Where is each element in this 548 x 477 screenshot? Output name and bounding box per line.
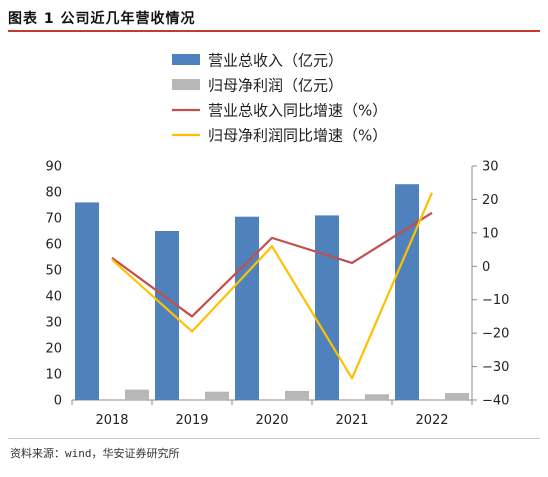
bar-net-profit — [205, 391, 229, 400]
legend-label: 营业总收入同比增速（%） — [208, 102, 387, 120]
bar-revenue — [315, 215, 339, 400]
bar-net-profit — [445, 392, 469, 400]
x-tick-label: 2022 — [415, 413, 448, 428]
y-right-tick-label: −40 — [482, 394, 509, 409]
bar-revenue — [75, 202, 99, 400]
y-left-tick-label: 10 — [45, 368, 62, 383]
y-left-tick-label: 70 — [45, 212, 62, 227]
y-right-tick-label: 20 — [482, 193, 499, 208]
line-series — [111, 192, 434, 380]
x-axis: 2018 2019 2020 2021 2022 — [71, 399, 473, 428]
source-rule — [8, 438, 540, 439]
y-left-tick-label: 0 — [54, 394, 62, 409]
y-left-tick-label: 90 — [45, 160, 62, 175]
y-left-tick-label: 50 — [45, 264, 62, 279]
y-right-tick-label: 30 — [482, 160, 499, 175]
bar-series — [75, 184, 469, 400]
x-tick-label: 2021 — [335, 413, 368, 428]
x-tick-label: 2020 — [255, 413, 288, 428]
legend-label: 营业总收入（亿元） — [208, 52, 343, 70]
legend: 营业总收入（亿元） 归母净利润（亿元） 营业总收入同比增速（%） 归母净利润同比增速（… — [172, 52, 387, 145]
bar-net-profit — [285, 390, 309, 400]
source-note: 资料来源：wind，华安证券研究所 — [10, 447, 180, 460]
chart: 营业总收入（亿元） 归母净利润（亿元） 营业总收入同比增速（%） 归母净利润同比增速（… — [45, 52, 509, 429]
figure-title: 图表 1 公司近几年营收情况 — [8, 11, 196, 27]
y-right-tick-label: −20 — [482, 327, 509, 342]
legend-label: 归母净利润同比增速（%） — [208, 127, 387, 145]
y-left-tick-label: 30 — [45, 316, 62, 331]
y-left-tick-label: 80 — [45, 186, 62, 201]
x-tick-label: 2018 — [95, 413, 128, 428]
y-left-tick-label: 40 — [45, 290, 62, 305]
y-right-tick-label: −30 — [482, 360, 509, 375]
y-left-tick-label: 60 — [45, 238, 62, 253]
y-right-tick-label: −10 — [482, 293, 509, 308]
x-tick-label: 2019 — [175, 413, 208, 428]
y-axis-right: −40 −30 −20 −10 0 10 20 30 — [471, 160, 509, 409]
legend-swatch — [172, 79, 200, 90]
y-axis-left: 0 10 20 30 40 50 60 70 80 90 — [45, 160, 62, 409]
bar-net-profit — [125, 389, 149, 400]
bar-net-profit — [365, 394, 389, 400]
title-rule — [8, 30, 540, 32]
y-right-tick-label: 0 — [482, 260, 490, 275]
y-right-tick-label: 10 — [482, 226, 499, 241]
y-left-tick-label: 20 — [45, 342, 62, 357]
bar-revenue — [395, 184, 419, 400]
legend-label: 归母净利润（亿元） — [208, 77, 343, 95]
legend-swatch — [172, 54, 200, 65]
bar-revenue — [235, 216, 259, 400]
